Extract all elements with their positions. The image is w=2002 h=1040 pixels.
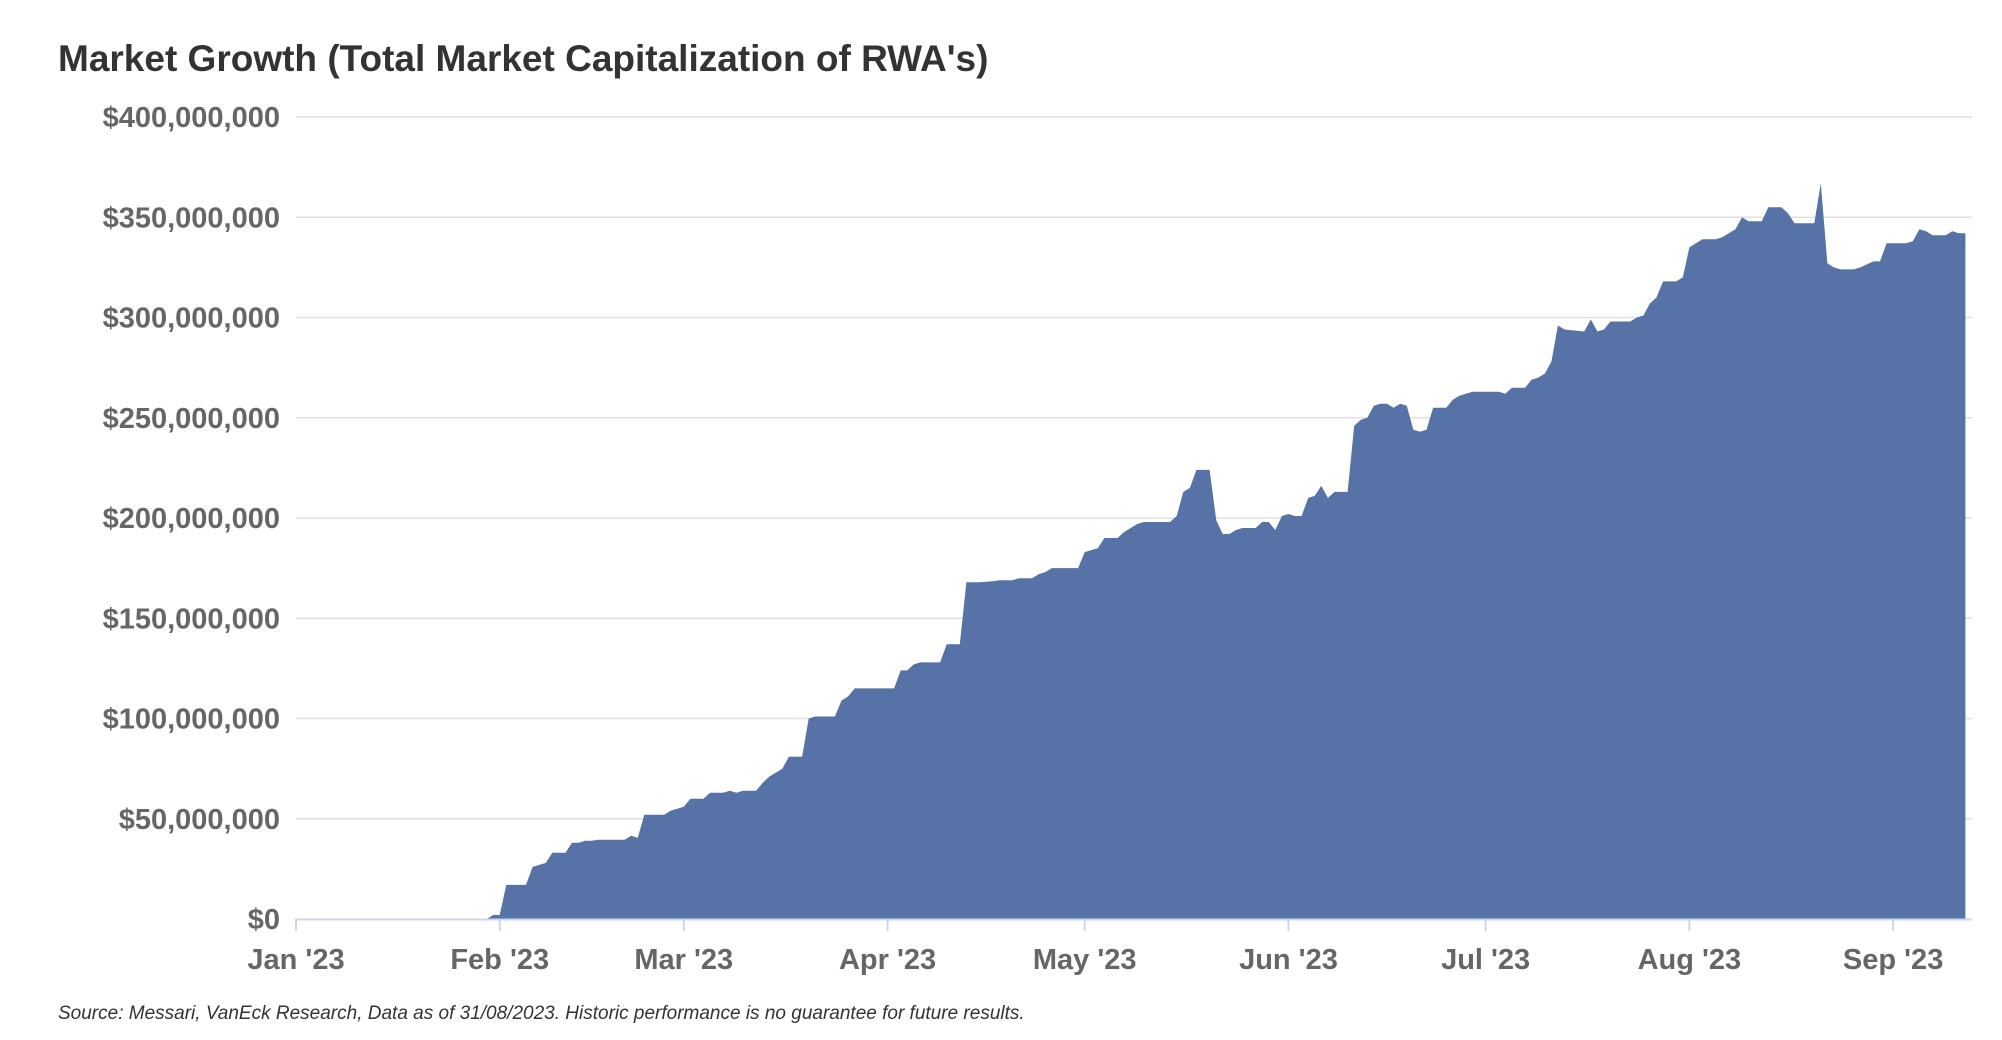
chart-title: Market Growth (Total Market Capitalizati… bbox=[58, 38, 989, 79]
y-tick-label: $0 bbox=[248, 904, 280, 936]
y-axis-ticks: $0 $50,000,000 $100,000,000 $150,000,000 $20… bbox=[103, 102, 280, 936]
x-tick-label: May '23 bbox=[1033, 944, 1137, 976]
y-tick-label: $150,000,000 bbox=[103, 603, 280, 635]
x-tick-label: Jun '23 bbox=[1239, 944, 1338, 976]
y-tick-label: $400,000,000 bbox=[103, 102, 280, 134]
y-tick-label: $100,000,000 bbox=[103, 704, 280, 736]
y-tick-label: $250,000,000 bbox=[103, 403, 280, 435]
x-tick-label: Feb '23 bbox=[450, 944, 549, 976]
y-tick-label: $50,000,000 bbox=[119, 804, 280, 836]
source-footnote: Source: Messari, VanEck Research, Data a… bbox=[58, 1003, 1025, 1024]
y-tick-label: $350,000,000 bbox=[103, 202, 280, 234]
x-tick-label: Sep '23 bbox=[1843, 944, 1943, 976]
y-tick-label: $300,000,000 bbox=[103, 303, 280, 335]
x-tick-label: Aug '23 bbox=[1638, 944, 1742, 976]
x-axis-ticks: Jan '23 Feb '23 Mar '23 Apr '23 May '23 Jun '… bbox=[247, 919, 1943, 976]
y-tick-label: $200,000,000 bbox=[103, 503, 280, 535]
x-tick-label: Mar '23 bbox=[634, 944, 733, 976]
x-tick-label: Jul '23 bbox=[1441, 944, 1530, 976]
x-tick-label: Jan '23 bbox=[247, 944, 344, 976]
market-cap-area bbox=[296, 183, 1966, 919]
x-tick-label: Apr '23 bbox=[839, 944, 936, 976]
